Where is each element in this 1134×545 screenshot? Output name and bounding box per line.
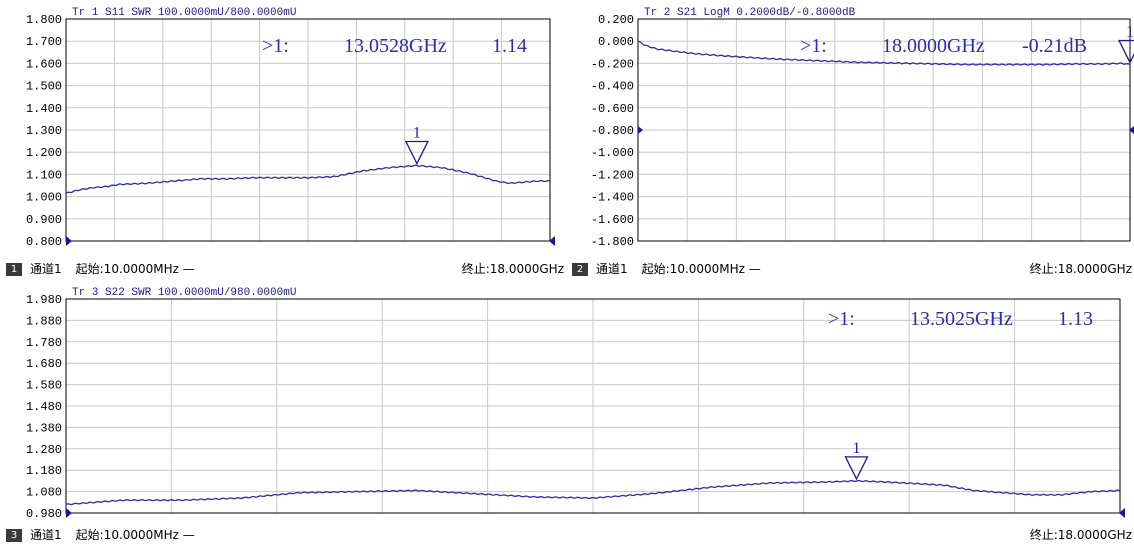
marker-1[interactable]: 1 [404,125,429,165]
y-tick-label: 1.500 [26,80,62,94]
trace-panel-1[interactable]: 1.800 1.700 1.600 1.500 1.400 1.300 1.200 1.100… [0,0,568,262]
reference-level-arrow-left[interactable] [66,508,72,518]
marker-triangle-icon [404,140,429,165]
y-tick-label: 1.580 [26,379,62,393]
plot-frame [65,18,551,242]
readout-prefix: >1: [800,35,827,57]
marker-number: 1 [853,440,861,457]
readout-frequency: 18.0000GHz [882,35,985,57]
reference-level-arrow-right[interactable] [1129,126,1134,134]
trace-line [637,40,1131,66]
reference-level-arrow-left[interactable] [66,236,72,246]
trace-3-chart: 1.980 1.880 1.780 1.680 1.580 1.480 1.380 1.280… [26,287,1125,521]
stop-frequency[interactable]: 终止:18.0000GHz [461,262,564,276]
marker-triangle-icon [844,456,869,481]
stop-frequency[interactable]: 终止:18.0000GHz [1029,528,1132,542]
trace-1-chart: 1.800 1.700 1.600 1.500 1.400 1.300 1.200 1.100… [26,7,555,249]
readout-prefix: >1: [828,308,855,330]
readout-value: -0.21dB [1022,35,1087,57]
y-tick-label: 1.780 [26,336,62,350]
marker-triangle-icon [1117,39,1134,64]
marker-readout: >1: 18.0000GHz -0.21dB [800,35,1087,57]
grid-lines [66,19,550,241]
marker-readout: >1: 13.0528GHz 1.14 [262,35,527,57]
readout-prefix: >1: [262,35,289,57]
channel-label: 通道1 [596,262,628,276]
y-tick-label: 1.700 [26,35,62,49]
y-tick-label: 1.880 [26,314,62,328]
grid-lines [66,299,1120,513]
marker-readout: >1: 13.5025GHz 1.13 [828,308,1093,330]
marker-1[interactable]: 1 [844,440,869,481]
readout-value: 1.14 [492,35,527,57]
reference-level-arrow-left[interactable] [638,126,643,134]
trace-line [65,164,551,194]
channel-number-badge[interactable]: 1 [6,263,22,276]
y-tick-label: 1.300 [26,124,62,138]
trace-panel-2[interactable]: 0.200 0.000 -0.200 -0.400 -0.600 -0.800 -1.000… [568,0,1134,262]
channel-number-badge[interactable]: 3 [6,529,22,542]
y-tick-label: -0.400 [591,80,634,94]
channel-label: 通道1 [30,528,62,542]
start-frequency[interactable]: 起始:10.0000MHz — [75,262,195,276]
channel-footer-3: 3 通道1 起始:10.0000MHz — 终止:18.0000GHz [6,525,1132,545]
y-tick-label: 1.400 [26,102,62,116]
y-tick-label: 0.000 [598,35,634,49]
y-tick-label: -1.000 [591,146,634,160]
y-tick-label: 1.280 [26,443,62,457]
y-tick-label: 1.180 [26,464,62,478]
marker-number: 1 [413,125,421,142]
readout-value: 1.13 [1058,308,1093,330]
reference-level-arrow-right[interactable] [1119,508,1125,518]
y-tick-label: -1.800 [591,235,634,249]
y-tick-label: -0.200 [591,57,634,71]
channel-footer-1: 1 通道1 起始:10.0000MHz — 终止:18.0000GHz [6,259,564,279]
y-tick-label: 1.600 [26,57,62,71]
grid-lines [638,19,1130,241]
y-tick-label: -0.600 [591,102,634,116]
trace-header[interactable]: Tr 1 S11 SWR 100.0000mU/800.0000mU [72,7,296,19]
y-tick-label: 0.800 [26,235,62,249]
start-frequency[interactable]: 起始:10.0000MHz — [641,262,761,276]
reference-level-arrow-right[interactable] [549,236,555,246]
readout-frequency: 13.0528GHz [344,35,447,57]
trace-header[interactable]: Tr 3 S22 SWR 100.0000mU/980.0000mU [72,287,296,299]
y-tick-label: 1.000 [26,191,62,205]
channel-footer-2: 2 通道1 起始:10.0000MHz — 终止:18.0000GHz [572,259,1132,279]
trace-2-chart: 0.200 0.000 -0.200 -0.400 -0.600 -0.800 -1.000… [591,7,1134,249]
channel-number-badge[interactable]: 2 [572,263,588,276]
y-tick-label: -1.200 [591,168,634,182]
y-tick-label: 1.980 [26,293,62,307]
y-tick-label: 1.800 [26,13,62,27]
channel-label: 通道1 [30,262,62,276]
y-tick-label: 1.100 [26,168,62,182]
y-tick-label: 1.480 [26,400,62,414]
y-tick-label: 0.980 [26,507,62,521]
trace-header[interactable]: Tr 2 S21 LogM 0.2000dB/-0.8000dB [644,7,856,19]
y-tick-label: 1.680 [26,357,62,371]
trace-panel-3[interactable]: 1.980 1.880 1.780 1.680 1.580 1.480 1.380 1.280… [0,282,1134,525]
y-tick-label: -0.800 [591,124,634,138]
plot-frame [65,298,1121,514]
y-tick-label: 1.080 [26,486,62,500]
y-tick-label: -1.600 [591,213,634,227]
readout-frequency: 13.5025GHz [910,308,1013,330]
y-tick-label: -1.400 [591,191,634,205]
stop-frequency[interactable]: 终止:18.0000GHz [1029,262,1132,276]
start-frequency[interactable]: 起始:10.0000MHz — [75,528,195,542]
y-tick-label: 1.380 [26,421,62,435]
y-tick-label: 0.200 [598,13,634,27]
y-tick-label: 0.900 [26,213,62,227]
marker-1[interactable]: 1 [1117,24,1134,64]
y-tick-label: 1.200 [26,146,62,160]
trace-line [65,479,1121,506]
marker-number: 1 [1126,24,1134,41]
